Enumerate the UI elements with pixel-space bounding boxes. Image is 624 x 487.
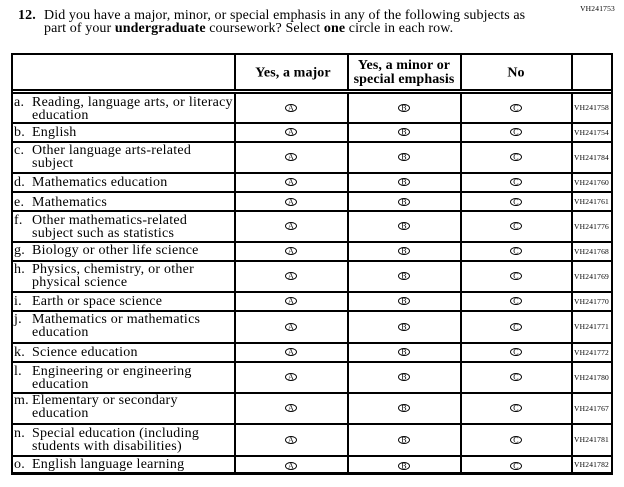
svg-text:C: C [513, 128, 519, 136]
svg-text:C: C [513, 373, 519, 381]
svg-text:A: A [288, 297, 294, 305]
svg-text:B: B [401, 153, 407, 161]
svg-text:C: C [513, 348, 519, 356]
svg-text:A: A [288, 272, 294, 280]
svg-text:A: A [288, 323, 294, 331]
svg-text:A: A [288, 373, 294, 381]
svg-text:B: B [401, 348, 407, 356]
svg-text:B: B [401, 128, 407, 136]
svg-text:C: C [513, 436, 519, 444]
svg-text:A: A [288, 247, 294, 255]
svg-text:A: A [288, 436, 294, 444]
svg-text:B: B [401, 404, 407, 412]
svg-text:C: C [513, 404, 519, 412]
svg-text:B: B [401, 247, 407, 255]
svg-text:A: A [288, 198, 294, 206]
svg-text:B: B [401, 373, 407, 381]
svg-text:B: B [401, 198, 407, 206]
svg-text:A: A [288, 153, 294, 161]
svg-text:B: B [401, 297, 407, 305]
svg-text:C: C [513, 104, 519, 112]
svg-text:A: A [288, 178, 294, 186]
svg-text:A: A [288, 104, 294, 112]
svg-text:C: C [513, 297, 519, 305]
svg-text:B: B [401, 323, 407, 331]
svg-text:C: C [513, 323, 519, 331]
svg-text:B: B [401, 272, 407, 280]
svg-text:A: A [288, 128, 294, 136]
svg-text:A: A [288, 348, 294, 356]
svg-text:C: C [513, 198, 519, 206]
svg-text:A: A [288, 222, 294, 230]
svg-text:B: B [401, 462, 407, 470]
svg-text:C: C [513, 222, 519, 230]
svg-text:B: B [401, 436, 407, 444]
svg-text:B: B [401, 104, 407, 112]
svg-text:A: A [288, 404, 294, 412]
svg-text:C: C [513, 272, 519, 280]
svg-text:C: C [513, 153, 519, 161]
svg-text:C: C [513, 178, 519, 186]
svg-text:C: C [513, 247, 519, 255]
svg-text:B: B [401, 178, 407, 186]
svg-text:B: B [401, 222, 407, 230]
svg-text:C: C [513, 462, 519, 470]
svg-text:A: A [288, 462, 294, 470]
